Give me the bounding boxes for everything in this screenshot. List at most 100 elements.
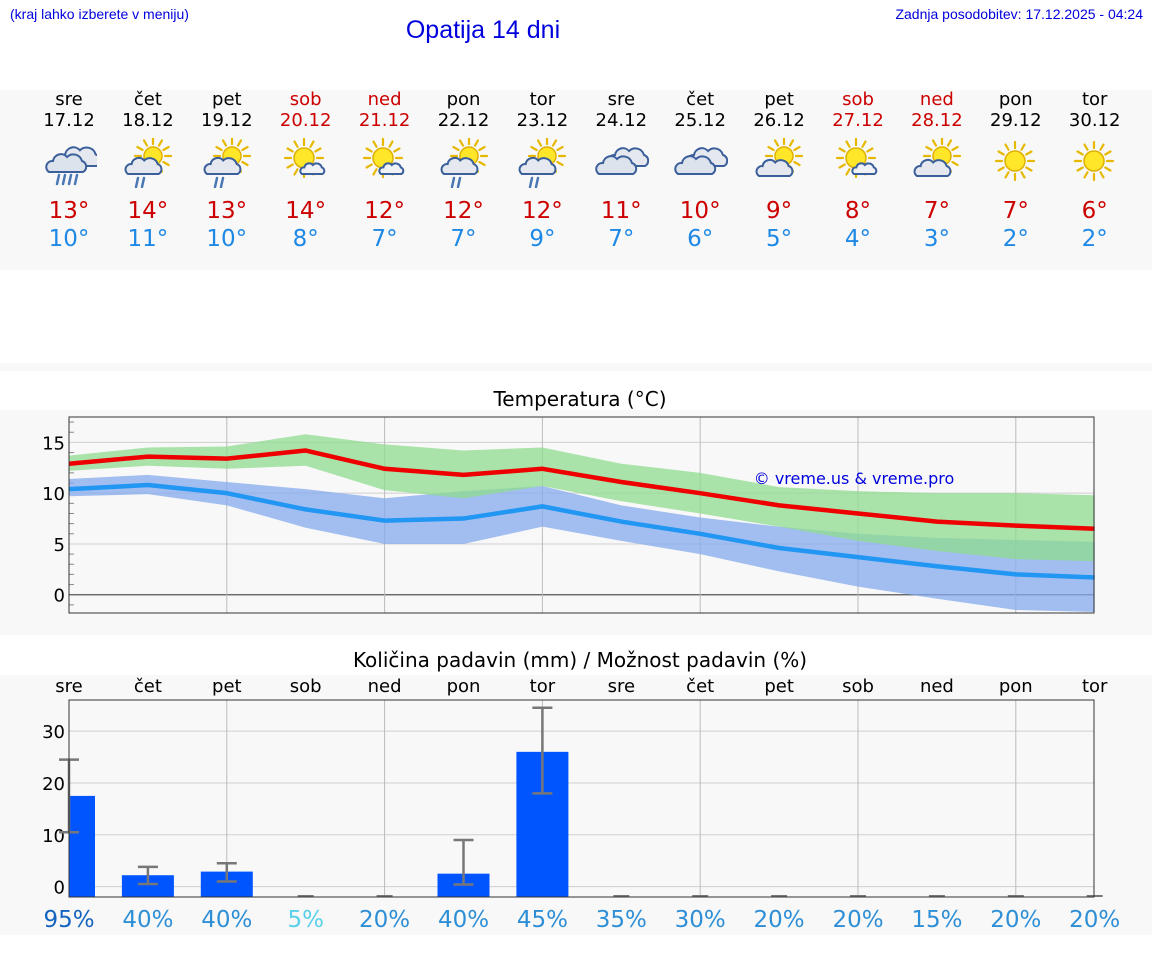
sun-ray [1076,150,1084,156]
icon-group [755,138,804,177]
sun-cloud-rain-icon [203,138,251,188]
precipitation-probability: 35% [596,907,647,933]
icon-group [994,140,1035,182]
sun-ray [530,145,539,152]
max-temperature: 7° [923,198,950,224]
max-temperature: 9° [766,198,793,224]
day-name: pet [764,89,794,110]
x-category-label: sre [608,676,635,697]
min-temperature: 6° [687,226,714,252]
y-tick-label: 5 [54,535,65,556]
page-title: Opatija 14 dni [405,16,561,44]
day-date: 25.12 [674,110,726,131]
day-column: ned 28.12 7° 3° [897,90,977,253]
x-category-label: ned [368,676,402,697]
x-category-label: tor [1082,676,1108,697]
sun-ray [1099,171,1105,179]
icon-group [835,138,878,179]
x-category-label: pet [212,676,242,697]
day-name: čet [686,89,715,110]
rain-drop [450,176,455,188]
precipitation-probability: 15% [911,907,962,933]
sun-ray [788,139,795,147]
max-temperature: 10° [679,198,721,224]
sun-ray [1103,150,1112,156]
day-name: sob [842,89,874,110]
min-temperature: 8° [292,226,319,252]
y-tick-label: 20 [42,774,65,795]
day-column: pet 19.12 13° 10° [187,90,267,253]
precipitation-probability: 45% [517,907,568,933]
sun-ray [286,163,294,169]
sun-ray [838,147,846,153]
sun-ray [162,160,170,167]
sun-ray [951,160,959,167]
max-temperature: 13° [206,198,248,224]
icon-group [362,138,404,179]
icon-group [913,138,961,177]
max-temperature: 8° [844,198,872,224]
location-hint[interactable]: (kraj lahko izberete v meniju) [10,6,189,22]
cloud-shape [595,155,638,175]
day-column: sob 27.12 8° 4° [818,90,898,253]
sun-ray [365,147,373,153]
sun-ray [142,139,148,147]
min-temperature: 7° [608,226,635,252]
precipitation-bar [121,875,174,897]
sun-ray [793,160,801,167]
y-tick-label: 0 [54,586,65,607]
sun-ray [925,145,933,152]
sun-ray [1024,150,1033,156]
sun-ray [477,160,486,167]
day-column: pon 29.12 7° 2° [976,90,1056,253]
sun-ray [241,145,249,152]
cloud-shape [755,158,794,177]
sun-ray [951,145,959,152]
day-name: sob [289,89,322,110]
max-temperature-range-band [69,434,1095,562]
min-temperature-line [68,482,1095,580]
plot-area [69,700,1094,897]
cloud-shape [203,156,242,175]
y-tick-label: 15 [42,433,65,454]
sun-ray [309,140,315,148]
sun-ray [215,145,223,152]
min-temperature: 2° [1081,226,1108,252]
sun-ray [293,140,299,148]
sun-ray [946,139,952,147]
x-category-label: ned [920,676,954,697]
x-category-label: sob [842,676,874,697]
rain-drop [219,176,225,188]
day-date: 24.12 [595,110,648,131]
sun-icon [994,140,1035,182]
day-date: 20.12 [279,110,332,131]
max-temperature: 13° [48,198,90,224]
day-column: ned 21.12 12° 7° [345,90,425,253]
cloud-shape [440,156,478,175]
cloud-shape [518,156,557,175]
sun-ray [293,168,299,176]
x-category-label: sre [55,676,82,697]
rain-drop [535,176,540,188]
precipitation-probability: 20% [832,907,883,933]
x-category-label: pon [999,676,1033,697]
x-category-label: čet [134,676,162,697]
min-temperature: 5° [766,226,793,252]
day-name: tor [1081,89,1108,110]
sun-ray [371,140,378,148]
day-column: pon 22.12 12° 7° [424,90,504,253]
precipitation-probability: 20% [754,907,805,933]
day-name: ned [919,89,954,110]
sun-ray [157,139,163,147]
sun-ray [845,140,851,148]
sun-ray [371,168,378,176]
sun-icon [1073,140,1114,182]
icon-group [203,138,251,188]
sun-cloud-icon [755,138,804,177]
day-column: čet 18.12 14° 11° [108,90,188,253]
sun-ray [1076,166,1084,172]
rain-drop [140,176,146,188]
sun-ray [1083,143,1089,151]
precipitation-chart-title: Količina padavin (mm) / Možnost padavin … [352,648,808,672]
